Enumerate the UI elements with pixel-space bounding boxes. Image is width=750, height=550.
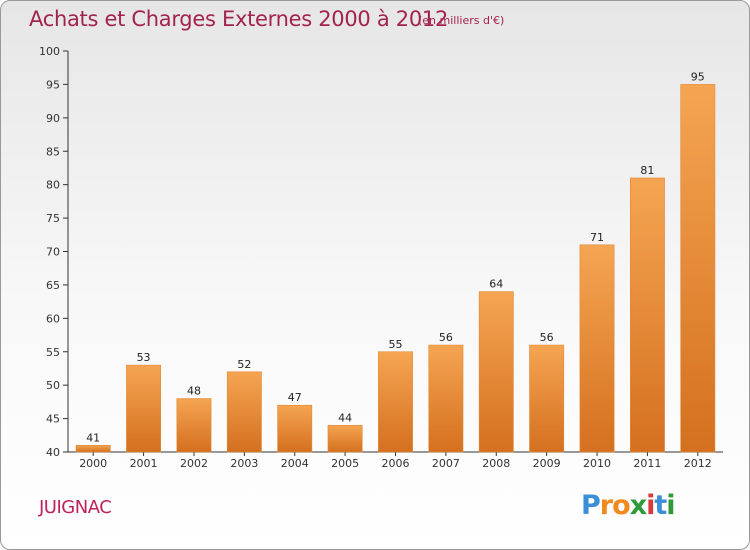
bar-value-label: 81 — [640, 164, 654, 177]
x-tick-label: 2004 — [281, 457, 309, 470]
bar — [629, 177, 665, 453]
bar — [126, 364, 162, 453]
x-tick-label: 2000 — [79, 457, 107, 470]
x-tick-label: 2006 — [382, 457, 410, 470]
commune-name: JUIGNAC — [39, 497, 112, 518]
proxiti-logo: Proxiti — [581, 490, 676, 521]
y-tick-label: 80 — [46, 179, 60, 192]
bar-value-label: 56 — [439, 331, 453, 344]
x-tick-label: 2011 — [633, 457, 661, 470]
bar-value-label: 47 — [288, 391, 302, 404]
bar — [327, 424, 363, 453]
y-tick-label: 65 — [46, 279, 60, 292]
y-tick-label: 45 — [46, 413, 60, 426]
x-tick-label: 2001 — [130, 457, 158, 470]
logo-letter: P — [581, 490, 601, 521]
y-tick-label: 55 — [46, 346, 60, 359]
bar — [75, 445, 111, 453]
bar — [680, 84, 716, 453]
x-tick-label: 2008 — [482, 457, 510, 470]
bar-value-label: 95 — [691, 70, 705, 83]
bar-value-label: 52 — [237, 358, 251, 371]
bar-value-label: 71 — [590, 231, 604, 244]
x-tick-label: 2003 — [230, 457, 258, 470]
x-tick-label: 2010 — [583, 457, 611, 470]
bar — [478, 291, 514, 453]
bar-value-label: 44 — [338, 411, 352, 424]
bar-value-label: 41 — [86, 431, 100, 444]
logo-letter: o — [612, 490, 631, 521]
logo-letter: i — [666, 490, 675, 521]
bar — [428, 344, 464, 453]
y-tick-label: 70 — [46, 246, 60, 259]
logo-letter: r — [599, 490, 613, 521]
y-tick-label: 95 — [46, 78, 60, 91]
x-tick-label: 2005 — [331, 457, 359, 470]
x-tick-label: 2009 — [533, 457, 561, 470]
bar-value-label: 56 — [540, 331, 554, 344]
chart-subtitle: (en milliers d'€) — [418, 14, 505, 27]
logo-letter: t — [654, 490, 667, 521]
bar — [176, 398, 212, 453]
chart-title: Achats et Charges Externes 2000 à 2012 — [29, 7, 449, 31]
x-tick-label: 2002 — [180, 457, 208, 470]
y-tick-label: 60 — [46, 312, 60, 325]
bar-value-label: 48 — [187, 385, 201, 398]
bar — [277, 404, 313, 453]
y-tick-label: 50 — [46, 379, 60, 392]
y-tick-label: 75 — [46, 212, 60, 225]
y-tick-label: 90 — [46, 112, 60, 125]
logo-letter: i — [646, 490, 655, 521]
y-tick-label: 40 — [46, 446, 60, 459]
bar — [579, 244, 615, 453]
bar — [529, 344, 565, 453]
y-tick-label: 85 — [46, 145, 60, 158]
x-tick-label: 2007 — [432, 457, 460, 470]
bar-value-label: 53 — [137, 351, 151, 364]
bar — [378, 351, 413, 453]
x-tick-label: 2012 — [684, 457, 712, 470]
bar-value-label: 64 — [489, 278, 503, 291]
y-tick-label: 100 — [39, 45, 60, 58]
bar-value-label: 55 — [389, 338, 403, 351]
bar — [226, 371, 262, 453]
logo-letter: x — [629, 490, 647, 521]
